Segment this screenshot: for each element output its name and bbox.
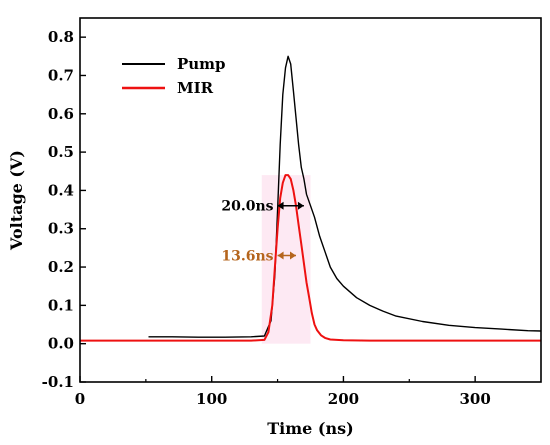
- y-tick-label: 0.3: [48, 220, 74, 238]
- arrow-head: [297, 201, 304, 210]
- y-tick-label: 0.6: [48, 105, 74, 123]
- x-tick-label: 300: [459, 390, 490, 408]
- mir-fwhm-label: 13.6ns: [221, 249, 273, 265]
- series-line-pump: [148, 55, 542, 338]
- x-tick-label: 200: [328, 390, 359, 408]
- y-tick-label: 0.8: [48, 28, 74, 46]
- arrow-head: [290, 251, 297, 260]
- legend: Pump MIR: [122, 55, 226, 97]
- y-tick-label: 0.0: [48, 335, 74, 353]
- y-tick-label: 0.7: [48, 66, 74, 84]
- y-tick-label: 0.1: [48, 296, 74, 314]
- arrow-head: [277, 251, 284, 260]
- y-axis-title: Voltage (V): [7, 150, 26, 251]
- plot-frame: [79, 17, 542, 383]
- legend-label-mir: MIR: [177, 79, 214, 97]
- y-axis-ticks: -0.1 0.0 0.1 0.2 0.3 0.4 0.5 0.6 0.7 0.8: [42, 28, 86, 391]
- arrow-head: [277, 201, 284, 210]
- y-tick-label: 0.5: [48, 143, 74, 161]
- x-tick-label: 0: [75, 390, 85, 408]
- x-axis-ticks: 0 100 200 300: [75, 376, 491, 408]
- y-tick-label: 0.2: [48, 258, 74, 276]
- pump-fwhm-label: 20.0ns: [221, 199, 273, 215]
- series-line-mir: [80, 174, 541, 342]
- x-axis-title: Time (ns): [267, 419, 353, 438]
- y-tick-label: 0.4: [48, 181, 74, 199]
- y-tick-label: -0.1: [42, 373, 74, 391]
- legend-label-pump: Pump: [177, 55, 226, 73]
- series-layer: [80, 55, 542, 342]
- fwhm-annotations: 20.0ns 13.6ns: [221, 199, 304, 265]
- x-tick-label: 100: [196, 390, 227, 408]
